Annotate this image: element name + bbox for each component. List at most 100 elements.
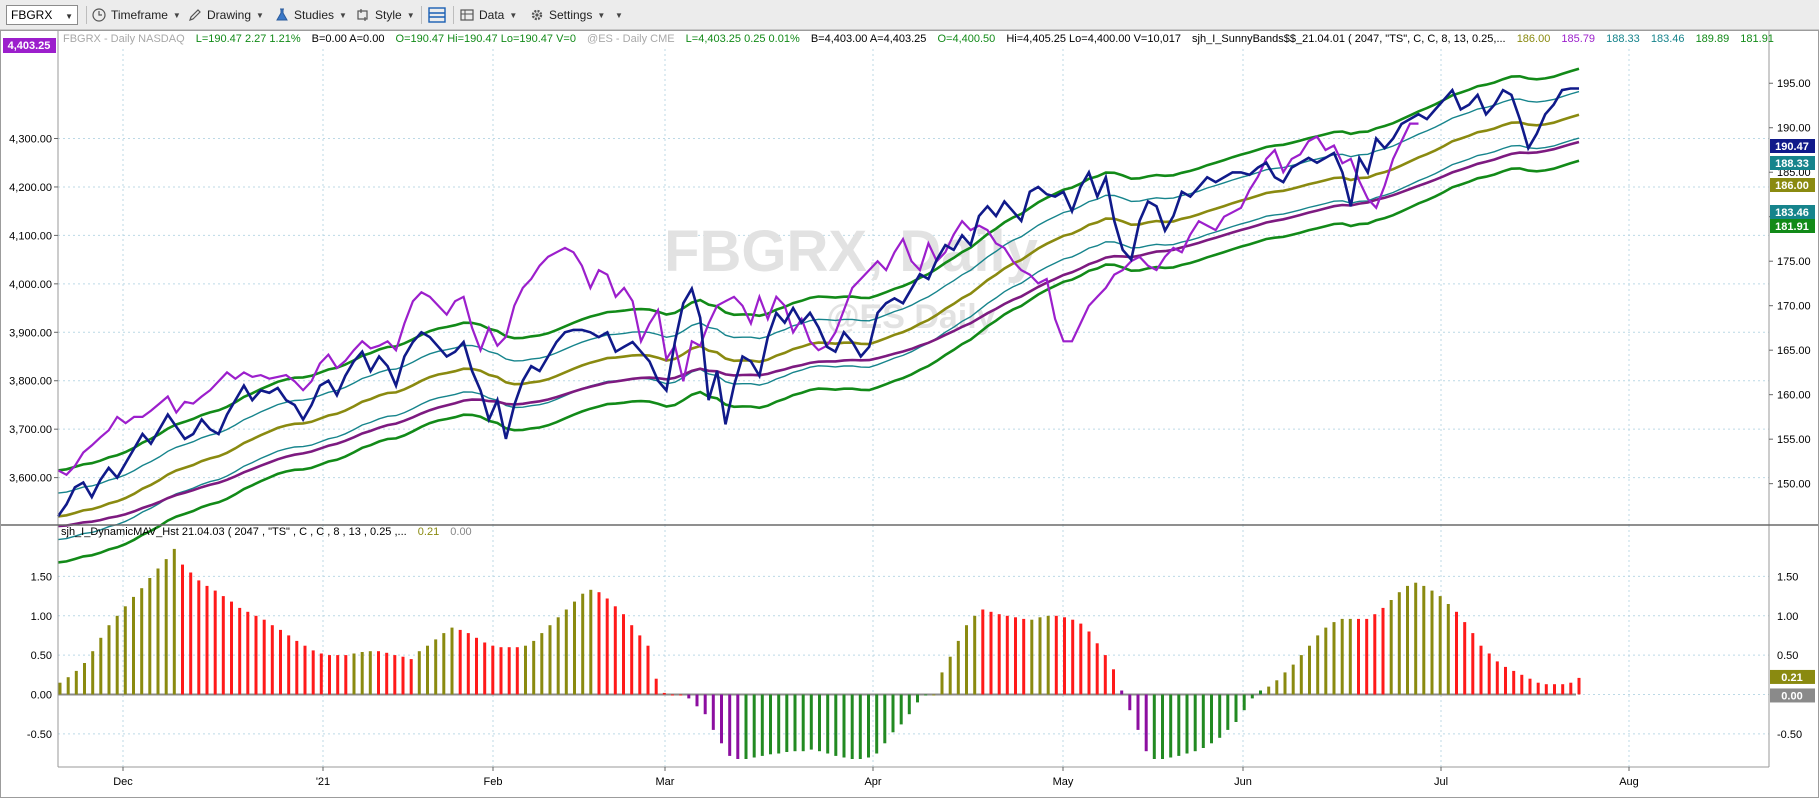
histogram-bar[interactable] <box>589 589 593 695</box>
histogram-bar[interactable] <box>597 592 601 695</box>
histogram-bar[interactable] <box>1185 694 1189 754</box>
histogram-bar[interactable] <box>1234 694 1238 723</box>
histogram-bar[interactable] <box>695 694 699 707</box>
histogram-bar[interactable] <box>760 694 764 756</box>
price-pane[interactable] <box>56 67 1580 564</box>
es-price-line[interactable] <box>56 87 1579 518</box>
histogram-bar[interactable] <box>197 580 201 695</box>
histogram-bar[interactable] <box>91 651 95 695</box>
histogram-bar[interactable] <box>1079 623 1083 695</box>
histogram-bar[interactable] <box>826 694 830 754</box>
histogram-bar[interactable] <box>287 635 291 695</box>
histogram-bar[interactable] <box>1569 682 1573 695</box>
histogram-bar[interactable] <box>1152 694 1156 760</box>
histogram-bar[interactable] <box>1242 694 1246 711</box>
histogram-bar[interactable] <box>875 694 879 754</box>
histogram-bar[interactable] <box>1520 674 1524 695</box>
histogram-bar[interactable] <box>932 694 936 696</box>
histogram-bar[interactable] <box>1373 614 1377 695</box>
histogram-bar[interactable] <box>924 694 928 696</box>
histogram-bar[interactable] <box>230 601 233 695</box>
histogram-bar[interactable] <box>360 652 364 695</box>
histogram-bar[interactable] <box>867 694 870 758</box>
histogram-bar[interactable] <box>123 606 127 695</box>
histogram-bar[interactable] <box>687 694 691 699</box>
histogram-bar[interactable] <box>1528 678 1532 695</box>
histogram-bar[interactable] <box>1455 611 1458 695</box>
histogram-bar[interactable] <box>1512 670 1516 695</box>
histogram-bar[interactable] <box>548 625 552 695</box>
histogram-bar[interactable] <box>1422 585 1426 695</box>
histogram-bar[interactable] <box>426 645 429 695</box>
histogram-bar[interactable] <box>1014 617 1017 695</box>
histogram-bar[interactable] <box>1463 622 1467 695</box>
histogram-bar[interactable] <box>1308 645 1311 695</box>
histogram-bar[interactable] <box>703 694 707 715</box>
histogram-bar[interactable] <box>393 655 397 695</box>
histogram-bar[interactable] <box>205 585 209 695</box>
histogram-bar[interactable] <box>442 633 446 695</box>
histogram-bar[interactable] <box>1275 680 1279 695</box>
histogram-bar[interactable] <box>1267 686 1271 695</box>
histogram-bar[interactable] <box>662 692 666 695</box>
histogram-bar[interactable] <box>450 627 454 695</box>
lower-left-axis[interactable]: 1.50 1.00 0.50 0.00 -0.50 <box>27 571 52 740</box>
histogram-bar[interactable] <box>74 670 78 695</box>
histogram-bar[interactable] <box>646 645 650 695</box>
histogram-bar[interactable] <box>916 694 919 703</box>
histogram-bar[interactable] <box>1365 618 1369 695</box>
histogram-bar[interactable] <box>654 678 658 695</box>
histogram-bar[interactable] <box>1291 664 1295 695</box>
histogram-bar[interactable] <box>777 694 781 754</box>
histogram-bar[interactable] <box>850 694 854 760</box>
histogram-bar[interactable] <box>997 614 1001 695</box>
histogram-bar[interactable] <box>303 645 307 695</box>
time-axis[interactable]: Dec '21 Feb Mar Apr May Jun Jul Aug <box>113 767 1639 788</box>
histogram-bar[interactable] <box>1397 592 1401 695</box>
histogram-bar[interactable] <box>1357 618 1360 695</box>
histogram-bar[interactable] <box>1544 684 1548 695</box>
histogram-bar[interactable] <box>679 694 683 696</box>
histogram-bar[interactable] <box>107 625 111 695</box>
histogram-bar[interactable] <box>532 640 536 695</box>
fbgrx-price-line[interactable] <box>57 122 1419 477</box>
histogram-bar[interactable] <box>1536 682 1540 695</box>
histogram-bar[interactable] <box>1063 617 1066 695</box>
histogram-bar[interactable] <box>181 564 184 695</box>
data-menu[interactable]: Data ▼ <box>460 5 517 25</box>
histogram-bar[interactable] <box>1561 684 1565 695</box>
layout-button[interactable] <box>428 5 451 25</box>
histogram-bar[interactable] <box>540 633 544 695</box>
histogram-bar[interactable] <box>270 625 274 695</box>
histogram-bar[interactable] <box>899 694 903 725</box>
histogram-bar[interactable] <box>818 694 821 752</box>
histogram-bar[interactable] <box>1112 669 1115 695</box>
histogram-bar[interactable] <box>1381 607 1385 695</box>
histogram-bar[interactable] <box>1471 633 1475 695</box>
histogram-bar[interactable] <box>1193 694 1197 752</box>
histogram-bar[interactable] <box>295 640 299 695</box>
histogram-bar[interactable] <box>1250 694 1254 699</box>
histogram-bar[interactable] <box>1332 622 1336 695</box>
histogram-bar[interactable] <box>1087 631 1091 695</box>
histogram-bar[interactable] <box>221 596 225 695</box>
histogram-bar[interactable] <box>573 601 576 695</box>
histogram-bar[interactable] <box>1389 600 1393 695</box>
histogram-bar[interactable] <box>148 578 152 695</box>
histogram-bar[interactable] <box>1095 643 1099 695</box>
histogram-bar[interactable] <box>491 645 495 695</box>
histogram-bar[interactable] <box>475 637 478 695</box>
histogram-bar[interactable] <box>1446 604 1450 695</box>
histogram-bar[interactable] <box>1299 655 1303 695</box>
histogram-bar[interactable] <box>164 559 168 695</box>
histogram-bar[interactable] <box>254 615 258 695</box>
histogram-bar[interactable] <box>1128 694 1132 711</box>
histogram-bar[interactable] <box>834 694 838 756</box>
histogram-bar[interactable] <box>1438 596 1442 695</box>
settings-menu[interactable]: Settings ▼ <box>530 5 605 25</box>
lower-band-2-line[interactable] <box>57 159 1580 564</box>
signal-line[interactable] <box>57 140 1580 528</box>
lower-band-1-line[interactable] <box>57 137 1580 541</box>
histogram-bar[interactable] <box>409 659 413 695</box>
symbol-input[interactable]: FBGRX ▼ <box>6 5 78 25</box>
